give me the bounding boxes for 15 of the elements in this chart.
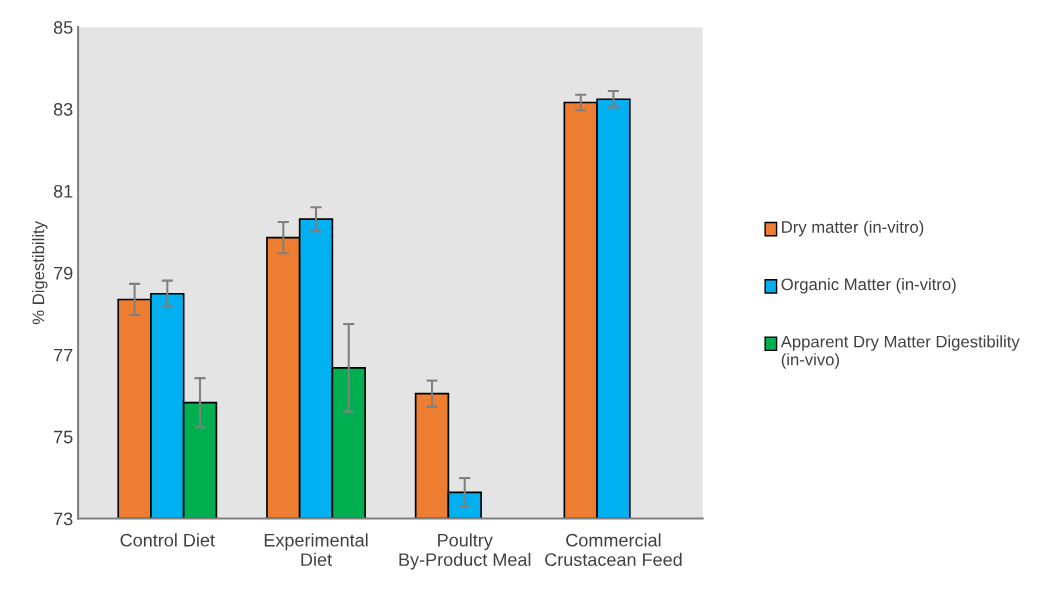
y-tick-label: 83 [53, 102, 73, 116]
y-tick-label: 75 [54, 430, 73, 444]
x-tick-label: Poultry By-Product Meal [399, 533, 531, 570]
y-axis-title: % Digestibility [32, 221, 48, 325]
x-tick-label: Commercial Crustacean Feed [545, 533, 682, 567]
y-tick-label: 77 [54, 348, 73, 362]
y-tick-label: 85 [53, 21, 73, 34]
y-tick-label: 73 [54, 512, 73, 526]
y-tick-label: 79 [54, 266, 73, 280]
x-tick-label: Control Diet [120, 533, 215, 547]
legend-label: Dry matter (in-vitro) [782, 220, 924, 237]
legend-label: Apparent Dry Matter Digestibility (in-vivo) [780, 335, 1020, 369]
x-tick-label: Experimental Diet [264, 533, 368, 567]
y-tick-label: 81 [53, 184, 73, 198]
legend-label: Organic Matter (in-vitro) [781, 277, 956, 294]
